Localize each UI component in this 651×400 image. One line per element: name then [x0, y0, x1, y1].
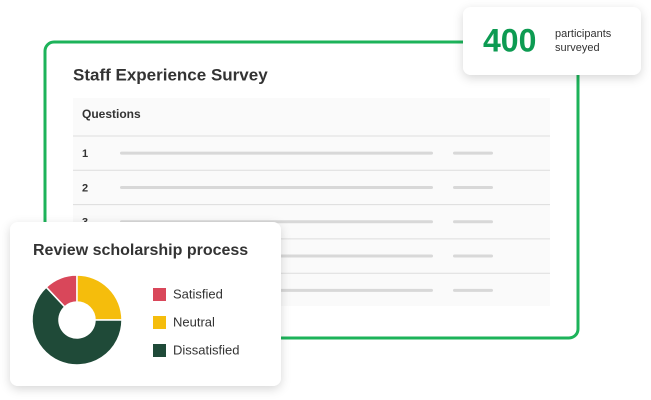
placeholder-bar — [453, 185, 493, 189]
placeholder-bar — [120, 151, 433, 155]
row-number: 1 — [82, 148, 88, 160]
placeholder-bar — [453, 254, 493, 258]
placeholder-bar — [453, 151, 493, 155]
donut-slice — [76, 274, 123, 321]
legend-label: Neutral — [173, 314, 215, 329]
legend-label: Dissatisfied — [173, 342, 239, 357]
legend-label: Satisfied — [173, 286, 223, 301]
legend-swatch — [153, 288, 166, 301]
placeholder-bar — [453, 288, 493, 292]
placeholder-bar — [453, 220, 493, 224]
stat-card — [463, 7, 641, 75]
column-header: Questions — [82, 107, 141, 121]
stat-number: 400 — [483, 22, 536, 58]
row-number: 2 — [82, 182, 88, 194]
legend-swatch — [153, 344, 166, 357]
donut-chart: Satisfied Neutral Dissatisfied — [31, 274, 239, 366]
stat-label: participants — [555, 28, 612, 40]
placeholder-bar — [120, 185, 433, 189]
stat-label: surveyed — [555, 42, 600, 54]
chart-title: Review scholarship process — [33, 242, 248, 259]
donut-slice — [31, 286, 123, 366]
legend-swatch — [153, 316, 166, 329]
survey-title: Staff Experience Survey — [73, 65, 268, 84]
